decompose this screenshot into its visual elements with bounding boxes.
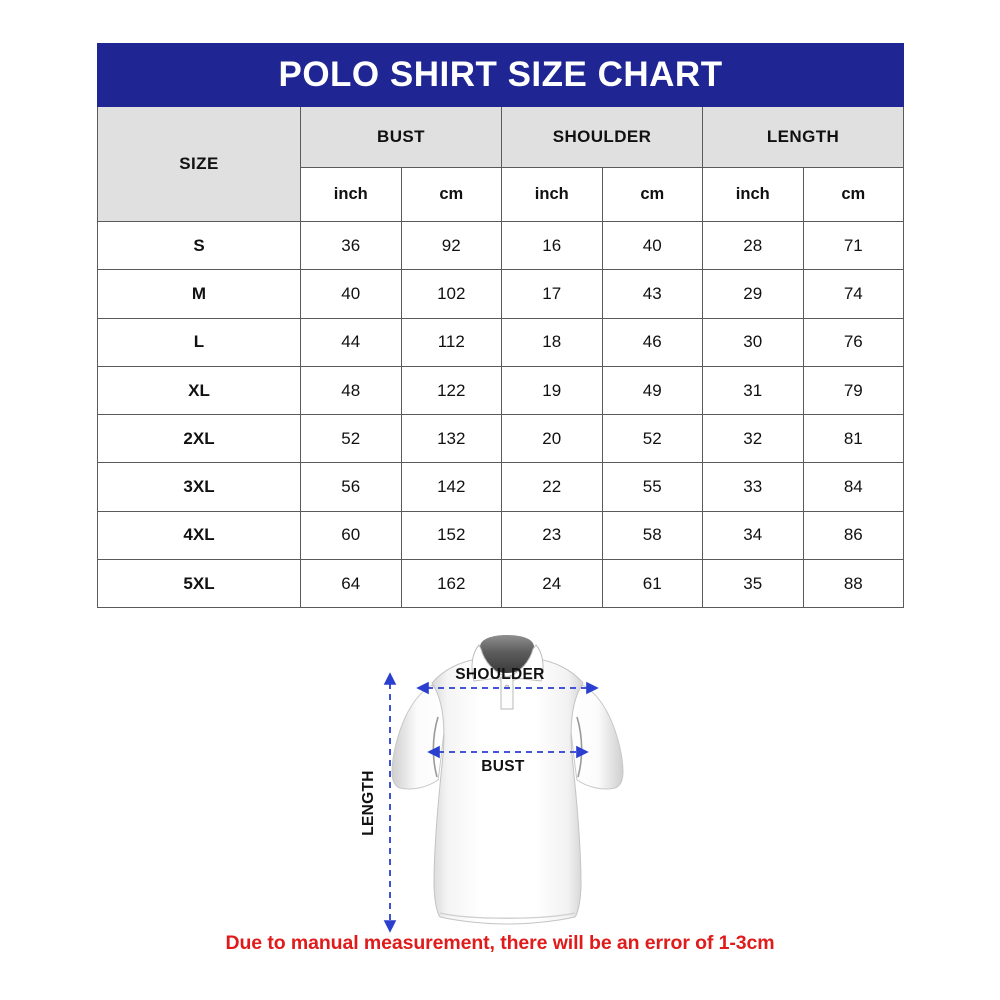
cell-length-inch: 33 [702, 462, 804, 512]
cell-length-cm: 84 [802, 462, 905, 512]
cell-bust-cm: 122 [400, 365, 502, 416]
cell-size: 5XL [97, 559, 301, 609]
cell-shoulder-inch: 20 [501, 414, 603, 464]
shirt-body [431, 658, 584, 925]
cell-size: M [97, 269, 301, 319]
cell-bust-inch: 56 [300, 462, 402, 512]
table-row: M 40 102 17 43 29 74 [97, 269, 905, 319]
cell-length-inch: 30 [702, 317, 804, 367]
cell-size: S [97, 220, 301, 271]
chart-title-row: POLO SHIRT SIZE CHART [96, 43, 905, 107]
cell-bust-inch: 40 [300, 269, 402, 319]
cell-length-cm: 79 [802, 365, 905, 416]
cell-bust-inch: 44 [300, 317, 402, 367]
cell-shoulder-inch: 24 [501, 559, 603, 609]
table-row: L 44 112 18 46 30 76 [97, 317, 905, 367]
cell-size: 3XL [97, 462, 301, 512]
cell-bust-inch: 36 [300, 220, 402, 271]
table-row: XL 48 122 19 49 31 79 [97, 365, 905, 416]
shoulder-dimension: SHOULDER [416, 666, 599, 695]
unit-shoulder-inch: inch [501, 167, 603, 222]
unit-bust-cm: cm [400, 167, 502, 222]
polo-shirt-illustration [391, 635, 624, 925]
group-header-row: SIZE BUST SHOULDER LENGTH [97, 106, 905, 222]
cell-bust-inch: 52 [300, 414, 402, 464]
cell-bust-inch: 48 [300, 365, 402, 416]
cell-bust-inch: 60 [300, 510, 402, 561]
cell-shoulder-cm: 43 [601, 269, 703, 319]
unit-header-row: inch cm inch cm inch cm [98, 167, 905, 222]
cell-bust-cm: 92 [400, 220, 502, 271]
size-chart-table: POLO SHIRT SIZE CHART SIZE BUST SHOULDER… [96, 43, 905, 609]
cell-bust-cm: 162 [400, 559, 502, 609]
cell-bust-cm: 152 [400, 510, 502, 561]
cell-bust-cm: 102 [400, 269, 502, 319]
column-header-shoulder: SHOULDER [501, 106, 703, 168]
cell-bust-cm: 112 [400, 317, 502, 367]
cell-length-inch: 35 [702, 559, 804, 609]
bust-dimension: BUST [427, 745, 589, 775]
bust-label: BUST [481, 758, 525, 775]
cell-size: 2XL [97, 414, 301, 464]
cell-shoulder-cm: 58 [601, 510, 703, 561]
cell-size: L [97, 317, 301, 367]
unit-shoulder-cm: cm [601, 167, 703, 222]
cell-size: XL [97, 365, 301, 416]
cell-length-inch: 29 [702, 269, 804, 319]
page-title: POLO SHIRT SIZE CHART [278, 55, 723, 94]
shirt-collar-inner [480, 635, 534, 673]
shirt-hem [439, 912, 576, 919]
cell-shoulder-cm: 46 [601, 317, 703, 367]
cell-bust-inch: 64 [300, 559, 402, 609]
cell-shoulder-inch: 22 [501, 462, 603, 512]
measurement-disclaimer: Due to manual measurement, there will be… [225, 932, 775, 954]
cell-shoulder-inch: 19 [501, 365, 603, 416]
cell-length-cm: 71 [802, 220, 905, 271]
length-dimension: LENGTH [360, 672, 397, 933]
cell-length-cm: 74 [802, 269, 905, 319]
table-row: 5XL 64 162 24 61 35 88 [97, 559, 905, 609]
cell-length-cm: 81 [802, 414, 905, 464]
column-header-size: SIZE [97, 106, 301, 222]
table-row: 4XL 60 152 23 58 34 86 [97, 510, 905, 561]
cell-shoulder-cm: 49 [601, 365, 703, 416]
cell-shoulder-inch: 18 [501, 317, 603, 367]
table-row: 2XL 52 132 20 52 32 81 [97, 414, 905, 464]
table-row: 3XL 56 142 22 55 33 84 [97, 462, 905, 512]
cell-shoulder-cm: 52 [601, 414, 703, 464]
table-row: S 36 92 16 40 28 71 [97, 220, 905, 271]
column-header-length: LENGTH [701, 106, 905, 168]
cell-length-inch: 28 [702, 220, 804, 271]
cell-length-inch: 31 [702, 365, 804, 416]
chart-title-cell: POLO SHIRT SIZE CHART [96, 43, 905, 107]
length-label: LENGTH [360, 770, 377, 836]
column-header-bust: BUST [300, 106, 502, 168]
cell-shoulder-cm: 40 [601, 220, 703, 271]
cell-length-cm: 88 [802, 559, 905, 609]
cell-length-inch: 32 [702, 414, 804, 464]
unit-bust-inch: inch [300, 167, 402, 222]
cell-shoulder-inch: 23 [501, 510, 603, 561]
cell-bust-cm: 142 [400, 462, 502, 512]
unit-length-cm: cm [802, 167, 905, 222]
cell-length-cm: 86 [802, 510, 905, 561]
cell-length-cm: 76 [802, 317, 905, 367]
cell-shoulder-inch: 17 [501, 269, 603, 319]
measurement-diagram: LENGTH SHOULDER BUST [0, 625, 1000, 935]
cell-size: 4XL [97, 510, 301, 561]
shoulder-label: SHOULDER [455, 666, 544, 683]
cell-bust-cm: 132 [400, 414, 502, 464]
cell-shoulder-inch: 16 [501, 220, 603, 271]
unit-length-inch: inch [702, 167, 804, 222]
cell-length-inch: 34 [702, 510, 804, 561]
cell-shoulder-cm: 55 [601, 462, 703, 512]
cell-shoulder-cm: 61 [601, 559, 703, 609]
